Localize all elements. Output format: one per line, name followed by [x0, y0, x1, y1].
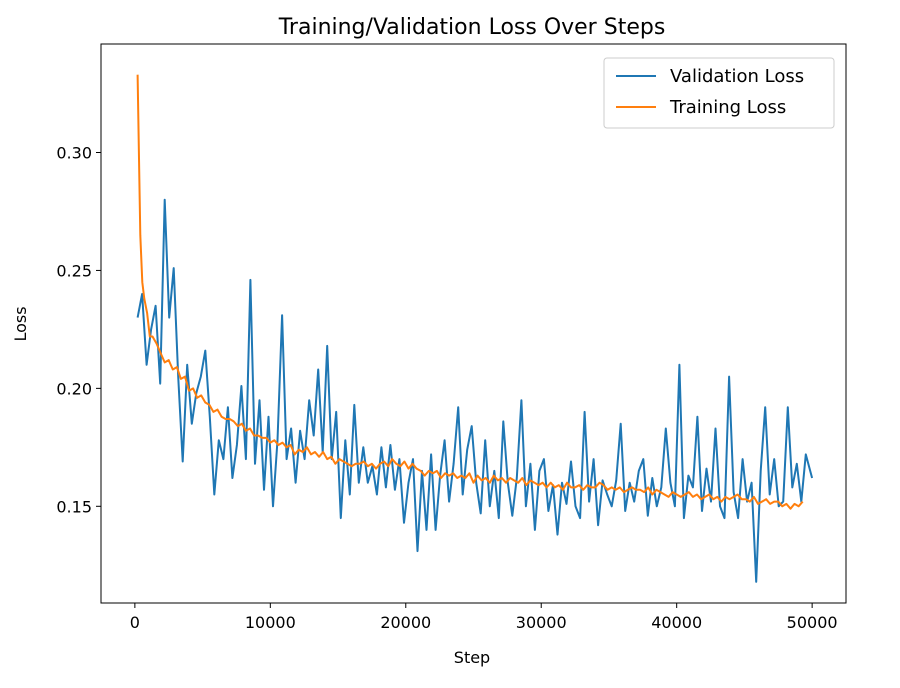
x-tick-label: 20000	[380, 613, 431, 632]
y-axis-label: Loss	[11, 306, 30, 341]
y-tick-label: 0.15	[56, 497, 92, 516]
x-tick-label: 40000	[651, 613, 702, 632]
x-tick-label: 30000	[516, 613, 567, 632]
y-tick-label: 0.25	[56, 261, 92, 280]
x-axis-ticks: 0 10000 20000 30000 40000 50000	[130, 603, 838, 632]
legend-label-validation: Validation Loss	[670, 66, 804, 87]
plot-frame	[100, 43, 847, 604]
x-axis-label: Step	[454, 648, 490, 667]
legend-box	[603, 57, 835, 129]
y-axis-ticks: 0.15 0.20 0.25 0.30	[56, 143, 101, 516]
y-tick-label: 0.30	[56, 143, 92, 162]
x-tick-label: 0	[130, 613, 140, 632]
x-tick-label: 10000	[245, 613, 296, 632]
validation-loss-line	[136, 198, 814, 583]
x-tick-label: 50000	[787, 613, 838, 632]
legend-label-training: Training Loss	[669, 97, 786, 118]
y-tick-label: 0.20	[56, 379, 92, 398]
series-layer	[136, 74, 814, 583]
legend: Validation Loss Training Loss	[603, 57, 835, 129]
chart-title: Training/Validation Loss Over Steps	[278, 15, 666, 40]
training-loss-line	[136, 74, 804, 510]
